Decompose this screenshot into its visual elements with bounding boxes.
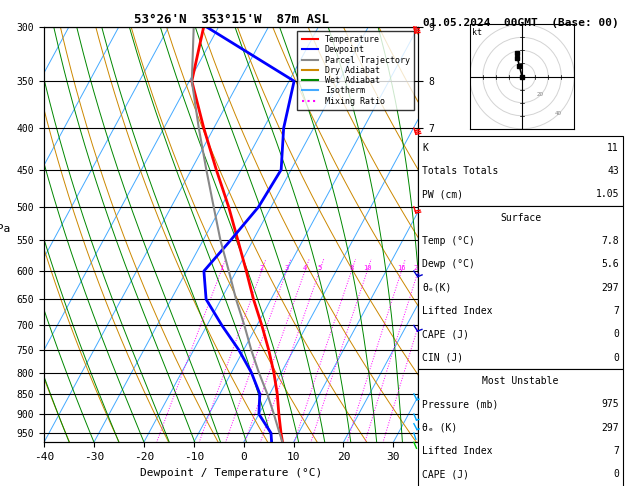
Text: 4: 4 (303, 265, 307, 271)
Y-axis label: hPa: hPa (0, 225, 10, 235)
Text: 01.05.2024  00GMT  (Base: 00): 01.05.2024 00GMT (Base: 00) (423, 18, 619, 28)
Text: 0: 0 (613, 330, 619, 339)
Text: 7: 7 (613, 306, 619, 316)
Text: © weatheronline.co.uk: © weatheronline.co.uk (468, 469, 573, 479)
Text: Totals Totals: Totals Totals (422, 166, 498, 176)
Text: 7: 7 (613, 446, 619, 456)
Text: CAPE (J): CAPE (J) (422, 330, 469, 339)
Text: 1: 1 (219, 265, 223, 271)
Text: 975: 975 (601, 399, 619, 409)
Text: 297: 297 (601, 423, 619, 433)
Text: 0: 0 (613, 469, 619, 479)
Text: 10: 10 (363, 265, 371, 271)
Text: K: K (422, 143, 428, 153)
Text: Lifted Index: Lifted Index (422, 306, 493, 316)
X-axis label: Dewpoint / Temperature (°C): Dewpoint / Temperature (°C) (140, 468, 322, 478)
Text: Pressure (mb): Pressure (mb) (422, 399, 498, 409)
Text: Most Unstable: Most Unstable (482, 376, 559, 386)
Legend: Temperature, Dewpoint, Parcel Trajectory, Dry Adiabat, Wet Adiabat, Isotherm, Mi: Temperature, Dewpoint, Parcel Trajectory… (298, 31, 414, 110)
Text: Surface: Surface (500, 213, 541, 223)
Text: kt: kt (472, 28, 482, 37)
Text: Dewp (°C): Dewp (°C) (422, 260, 475, 269)
Text: 11: 11 (607, 143, 619, 153)
Text: 297: 297 (601, 283, 619, 293)
Text: θₑ (K): θₑ (K) (422, 423, 457, 433)
Text: PW (cm): PW (cm) (422, 190, 463, 199)
Title: 53°26'N  353°15'W  87m ASL: 53°26'N 353°15'W 87m ASL (133, 13, 329, 26)
Y-axis label: km
ASL: km ASL (462, 235, 479, 256)
Text: 7.8: 7.8 (601, 236, 619, 246)
Text: θₑ(K): θₑ(K) (422, 283, 452, 293)
Text: 5.6: 5.6 (601, 260, 619, 269)
Text: 20: 20 (537, 92, 544, 97)
Text: 2: 2 (259, 265, 264, 271)
Text: 20: 20 (414, 265, 422, 271)
Text: 3: 3 (284, 265, 289, 271)
Text: CAPE (J): CAPE (J) (422, 469, 469, 479)
Text: 1.05: 1.05 (596, 190, 619, 199)
Text: 40: 40 (555, 111, 562, 116)
Text: CIN (J): CIN (J) (422, 353, 463, 363)
Text: 0: 0 (613, 353, 619, 363)
Text: 43: 43 (607, 166, 619, 176)
Text: 5: 5 (317, 265, 321, 271)
Text: Temp (°C): Temp (°C) (422, 236, 475, 246)
Text: 16: 16 (397, 265, 406, 271)
Text: Lifted Index: Lifted Index (422, 446, 493, 456)
Text: 8: 8 (349, 265, 353, 271)
